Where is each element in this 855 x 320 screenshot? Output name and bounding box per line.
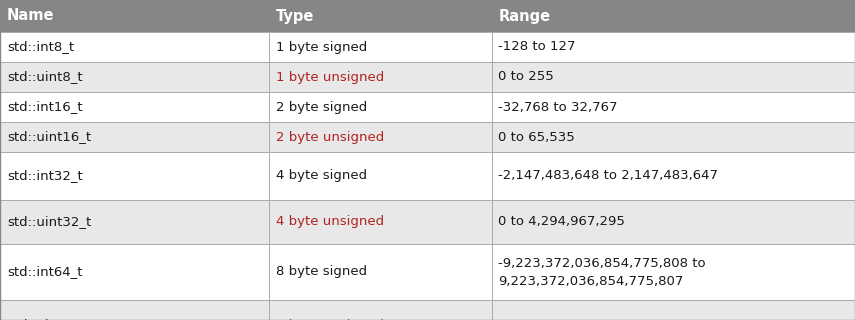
Text: std::uint16_t: std::uint16_t <box>7 131 91 143</box>
Text: std::int32_t: std::int32_t <box>7 170 83 182</box>
Bar <box>0 244 855 300</box>
Text: -2,147,483,648 to 2,147,483,647: -2,147,483,648 to 2,147,483,647 <box>498 170 718 182</box>
Text: 0 to 255: 0 to 255 <box>498 70 554 84</box>
Text: 0 to 18,446,744,073,709,551,615: 0 to 18,446,744,073,709,551,615 <box>498 318 722 320</box>
Text: 1 byte unsigned: 1 byte unsigned <box>276 70 385 84</box>
Bar <box>0 32 855 62</box>
Text: 8 byte signed: 8 byte signed <box>276 266 368 278</box>
Text: std::uint8_t: std::uint8_t <box>7 70 82 84</box>
Text: Range: Range <box>498 9 551 23</box>
Text: Name: Name <box>7 9 55 23</box>
Text: 2 byte signed: 2 byte signed <box>276 100 368 114</box>
Bar <box>0 200 855 244</box>
Text: -32,768 to 32,767: -32,768 to 32,767 <box>498 100 618 114</box>
Text: std::int64_t: std::int64_t <box>7 266 82 278</box>
Text: std::int16_t: std::int16_t <box>7 100 82 114</box>
Text: 0 to 4,294,967,295: 0 to 4,294,967,295 <box>498 215 625 228</box>
Text: std::int8_t: std::int8_t <box>7 41 74 53</box>
Text: std::uint32_t: std::uint32_t <box>7 215 91 228</box>
Text: std::uint64_t: std::uint64_t <box>7 318 91 320</box>
Text: 2 byte unsigned: 2 byte unsigned <box>276 131 385 143</box>
Bar <box>0 62 855 92</box>
Text: 8 byte unsigned: 8 byte unsigned <box>276 318 384 320</box>
Text: 1 byte signed: 1 byte signed <box>276 41 368 53</box>
Text: 0 to 65,535: 0 to 65,535 <box>498 131 575 143</box>
Text: 4 byte unsigned: 4 byte unsigned <box>276 215 384 228</box>
Bar <box>0 152 855 200</box>
Text: -9,223,372,036,854,775,808 to
9,223,372,036,854,775,807: -9,223,372,036,854,775,808 to 9,223,372,… <box>498 257 706 287</box>
Bar <box>0 92 855 122</box>
Bar <box>0 122 855 152</box>
Text: Type: Type <box>276 9 315 23</box>
Bar <box>0 300 855 320</box>
Text: 4 byte signed: 4 byte signed <box>276 170 368 182</box>
Text: -128 to 127: -128 to 127 <box>498 41 576 53</box>
Bar <box>0 0 855 32</box>
